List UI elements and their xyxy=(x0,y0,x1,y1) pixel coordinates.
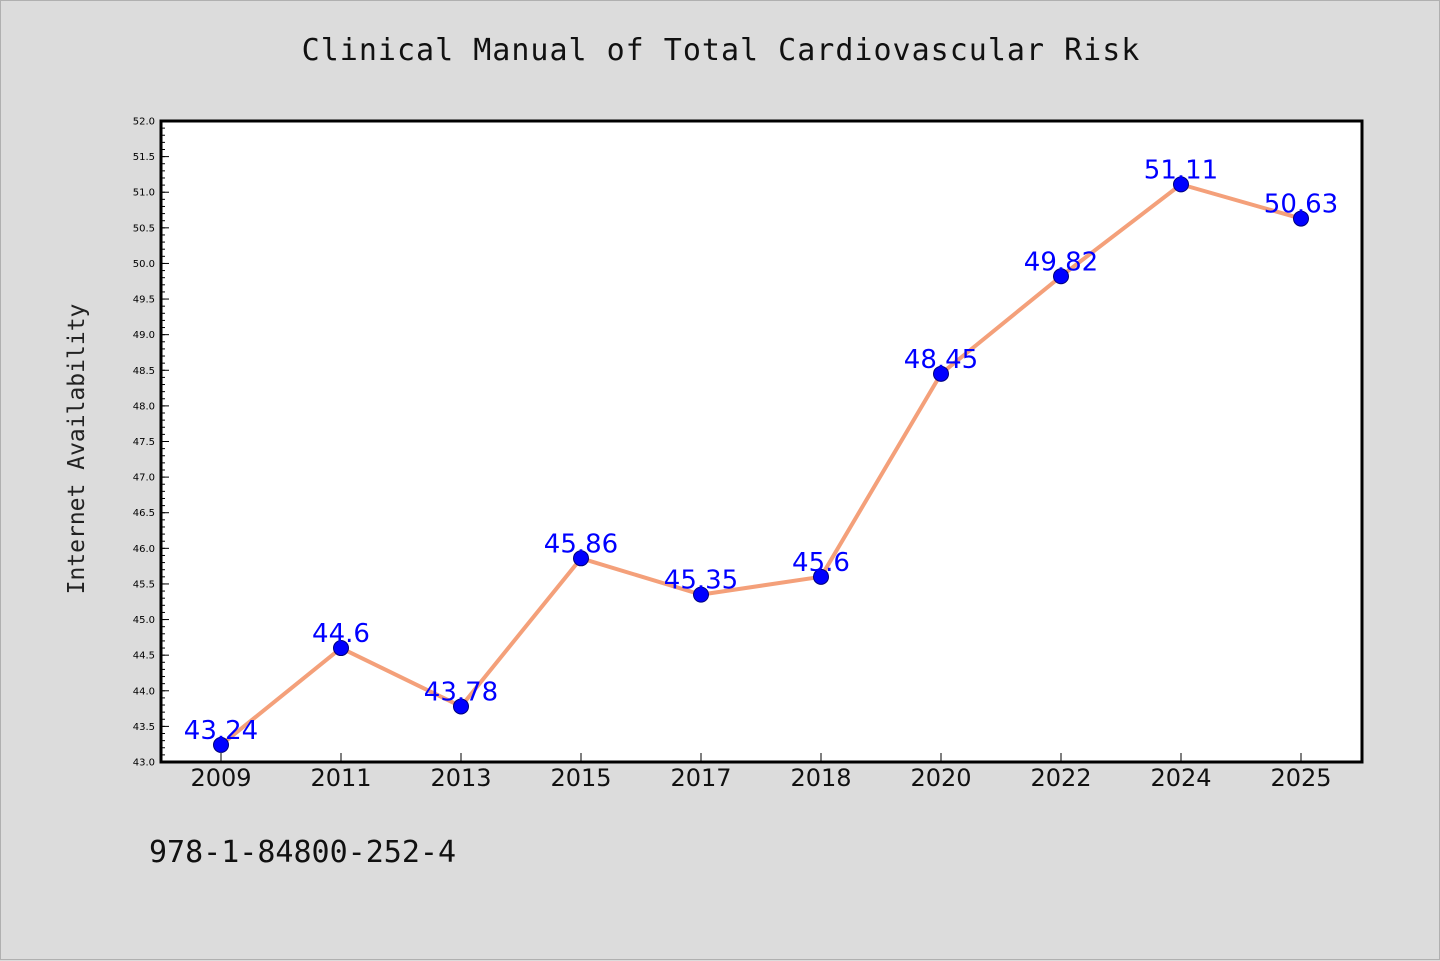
x-tick-label: 2017 xyxy=(670,764,731,792)
plot-frame xyxy=(159,119,1364,764)
y-tick-label: 52.0 xyxy=(133,117,155,128)
data-label: 44.6 xyxy=(312,619,370,649)
y-tick-label: 45.0 xyxy=(133,615,155,626)
data-point xyxy=(693,586,709,603)
x-tick-label: 2013 xyxy=(430,764,491,792)
data-label: 48.45 xyxy=(904,345,978,375)
data-label: 45.35 xyxy=(664,566,738,596)
data-point xyxy=(933,365,949,382)
data-point xyxy=(1173,176,1189,193)
y-tick-label: 49.0 xyxy=(133,330,155,341)
y-tick-label: 46.0 xyxy=(133,544,155,555)
isbn-text: 978-1-84800-252-4 xyxy=(149,835,457,870)
y-tick-label: 48.0 xyxy=(133,401,155,412)
x-tick-label: 2009 xyxy=(190,764,251,792)
x-tick-label: 2018 xyxy=(790,764,851,792)
data-label: 43.78 xyxy=(424,677,498,707)
y-tick-label: 44.0 xyxy=(133,686,155,697)
chart-title: Clinical Manual of Total Cardiovascular … xyxy=(301,33,1141,68)
y-tick-label: 46.5 xyxy=(133,508,155,519)
x-tick-label: 2024 xyxy=(1150,764,1211,792)
series-line xyxy=(219,182,1303,747)
y-tick-label: 47.0 xyxy=(133,473,155,484)
data-point xyxy=(1293,210,1309,227)
data-point xyxy=(453,698,469,715)
axis-ticks: 43.0 43.5 44.0 44.5 45.0 45.5 46.0 46.5 47.0 47.5… xyxy=(133,117,1332,793)
x-tick-label: 2025 xyxy=(1270,764,1331,792)
y-tick-label: 51.0 xyxy=(133,188,155,199)
x-tick-label: 2022 xyxy=(1030,764,1091,792)
y-tick-label: 43.5 xyxy=(133,722,155,733)
y-tick-label: 51.5 xyxy=(133,152,155,163)
series-layer: 43.24 44.6 43.78 45.86 45.35 45.6 48.45 49.82 51… xyxy=(184,155,1338,753)
data-label: 50.63 xyxy=(1264,190,1338,220)
y-tick-label: 45.5 xyxy=(133,579,155,590)
plot-area xyxy=(161,121,1362,762)
data-label: 51.11 xyxy=(1144,155,1218,185)
y-tick-label: 47.5 xyxy=(133,437,155,448)
y-tick-label: 48.5 xyxy=(133,366,155,377)
data-label: 43.24 xyxy=(184,716,258,746)
data-label: 45.6 xyxy=(792,548,850,578)
y-tick-label: 50.0 xyxy=(133,259,155,270)
x-tick-label: 2011 xyxy=(310,764,371,792)
data-label: 45.86 xyxy=(544,529,618,559)
data-point xyxy=(813,568,829,585)
data-point xyxy=(213,736,229,753)
y-tick-label: 50.5 xyxy=(133,223,155,234)
y-tick-label: 43.0 xyxy=(133,758,155,769)
data-point xyxy=(333,640,349,657)
x-tick-label: 2020 xyxy=(910,764,971,792)
x-tick-label: 2015 xyxy=(550,764,611,792)
data-label: 49.82 xyxy=(1024,247,1098,277)
y-tick-label: 49.5 xyxy=(133,295,155,306)
data-point xyxy=(573,550,589,567)
y-tick-label: 44.5 xyxy=(133,651,155,662)
data-point xyxy=(1053,268,1069,285)
